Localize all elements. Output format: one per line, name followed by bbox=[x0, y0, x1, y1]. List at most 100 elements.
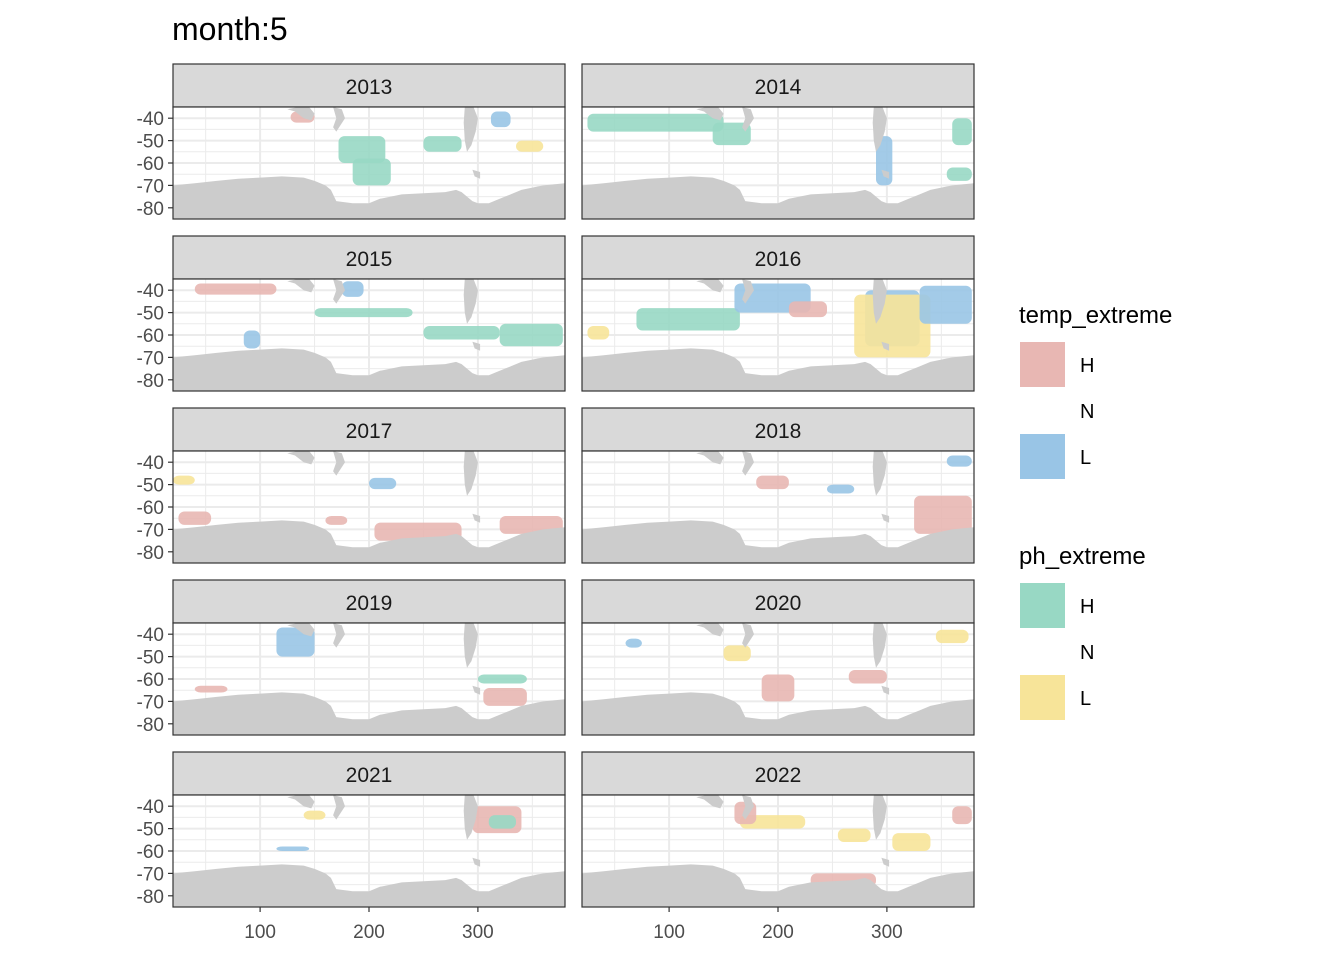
legend-key bbox=[1020, 675, 1065, 720]
temp-extreme-H-region bbox=[178, 511, 212, 525]
temp-extreme-H-region bbox=[848, 670, 887, 684]
y-tick-label: -70 bbox=[137, 520, 164, 541]
ph-extreme-H-region bbox=[477, 674, 527, 684]
y-tick-label: -80 bbox=[137, 543, 164, 564]
y-tick-label: -40 bbox=[137, 797, 164, 818]
facet-strip-label: 2013 bbox=[346, 76, 393, 99]
ph-extreme-L-region bbox=[854, 294, 931, 358]
y-tick-label: -60 bbox=[137, 498, 164, 519]
x-tick-label: 300 bbox=[462, 922, 494, 943]
y-tick-label: -40 bbox=[137, 281, 164, 302]
facet-strip-label: 2021 bbox=[346, 764, 393, 787]
temp-extreme-L-region bbox=[276, 627, 315, 657]
landmass bbox=[881, 857, 890, 867]
temp-extreme-L-region bbox=[625, 638, 642, 648]
facet-strip-label: 2020 bbox=[755, 592, 802, 615]
facet-strip-label: 2015 bbox=[346, 248, 393, 271]
landmass bbox=[333, 623, 345, 648]
landmass bbox=[881, 513, 890, 523]
ph-extreme-H-region bbox=[587, 113, 724, 132]
landmass bbox=[287, 795, 315, 809]
landmass bbox=[872, 279, 887, 324]
ph-extreme-H-region bbox=[952, 118, 972, 146]
panel-border bbox=[581, 450, 975, 564]
ph-extreme-L-region bbox=[892, 833, 931, 851]
landmass bbox=[463, 451, 478, 496]
facet-2018: 2018 bbox=[581, 407, 975, 564]
ph-extreme-L-region bbox=[935, 629, 969, 644]
legend-temp-extreme: temp_extreme H N L bbox=[1019, 302, 1172, 479]
y-tick-label: -60 bbox=[137, 154, 164, 175]
legend-key bbox=[1020, 583, 1065, 628]
temp-extreme-H-region bbox=[756, 475, 789, 490]
ph-extreme-L-region bbox=[587, 326, 610, 340]
facet-strip-label: 2016 bbox=[755, 248, 802, 271]
ph-extreme-H-region bbox=[712, 122, 751, 146]
y-tick-label: -70 bbox=[137, 692, 164, 713]
ph-extreme-L-region bbox=[303, 810, 326, 820]
legend-key bbox=[1020, 434, 1065, 479]
y-tick-label: -50 bbox=[137, 476, 164, 497]
landmass bbox=[463, 279, 478, 324]
landmass bbox=[742, 623, 754, 648]
legend-label: L bbox=[1080, 447, 1091, 469]
landmass bbox=[333, 279, 345, 304]
landmass bbox=[287, 107, 315, 121]
panel-border bbox=[581, 106, 975, 220]
temp-extreme-L-region bbox=[276, 846, 310, 851]
facet-2014: 2014 bbox=[581, 63, 975, 220]
facet-panels: 2013-40-50-60-70-8020142015-40-50-60-70-… bbox=[137, 63, 975, 943]
landmass bbox=[881, 685, 890, 695]
landmass bbox=[881, 341, 890, 351]
panel-border bbox=[581, 622, 975, 736]
landmass bbox=[696, 451, 724, 465]
facet-2013: 2013 -40-50-60-70-80 bbox=[137, 63, 566, 220]
landmass bbox=[881, 169, 890, 179]
ph-extreme-L-region bbox=[837, 828, 871, 843]
temp-extreme-L-region bbox=[243, 330, 261, 349]
landmass bbox=[287, 451, 315, 465]
landmass bbox=[463, 623, 478, 668]
temp-extreme-H-region bbox=[325, 515, 348, 525]
x-tick-label: 100 bbox=[244, 922, 276, 943]
x-tick-label: 200 bbox=[353, 922, 385, 943]
landmass bbox=[696, 279, 724, 293]
ph-extreme-L-region bbox=[723, 645, 751, 662]
legend-ph-extreme: ph_extreme H N L bbox=[1019, 543, 1146, 720]
ph-extreme-H-region bbox=[423, 136, 462, 152]
ph-extreme-H-region bbox=[423, 326, 500, 340]
y-tick-label: -50 bbox=[137, 304, 164, 325]
legend-label: N bbox=[1080, 401, 1094, 423]
landmass bbox=[472, 513, 481, 523]
ph-extreme-H-region bbox=[338, 136, 386, 163]
facet-strip bbox=[172, 751, 566, 796]
legend-key bbox=[1020, 342, 1065, 387]
y-tick-label: -60 bbox=[137, 842, 164, 863]
ph-extreme-H-region bbox=[314, 308, 413, 318]
temp-extreme-L-region bbox=[946, 455, 972, 467]
temp-extreme-L-region bbox=[919, 285, 972, 324]
plot-title: month:5 bbox=[172, 11, 288, 47]
temp-extreme-H-region bbox=[194, 283, 277, 295]
antarctica-land bbox=[173, 864, 565, 907]
landmass bbox=[333, 795, 345, 820]
legend-area: temp_extreme H N Lph_extreme H N L bbox=[1019, 302, 1172, 720]
facet-2016: 2016 bbox=[581, 235, 975, 392]
ph-extreme-H-region bbox=[352, 158, 391, 186]
landmass bbox=[872, 795, 887, 840]
facet-2017: 2017 -40-50-60-70-80 bbox=[137, 407, 566, 564]
landmass bbox=[472, 685, 481, 695]
y-tick-label: -80 bbox=[137, 371, 164, 392]
y-tick-label: -50 bbox=[137, 132, 164, 153]
y-tick-label: -40 bbox=[137, 109, 164, 130]
landmass bbox=[742, 279, 754, 304]
antarctica-land bbox=[173, 520, 565, 563]
y-tick-label: -50 bbox=[137, 648, 164, 669]
temp-extreme-H-region bbox=[761, 674, 795, 702]
landmass bbox=[742, 795, 754, 820]
facet-strip bbox=[581, 63, 975, 108]
landmass bbox=[472, 341, 481, 351]
antarctica-land bbox=[173, 348, 565, 391]
temp-extreme-L-region bbox=[490, 111, 511, 128]
